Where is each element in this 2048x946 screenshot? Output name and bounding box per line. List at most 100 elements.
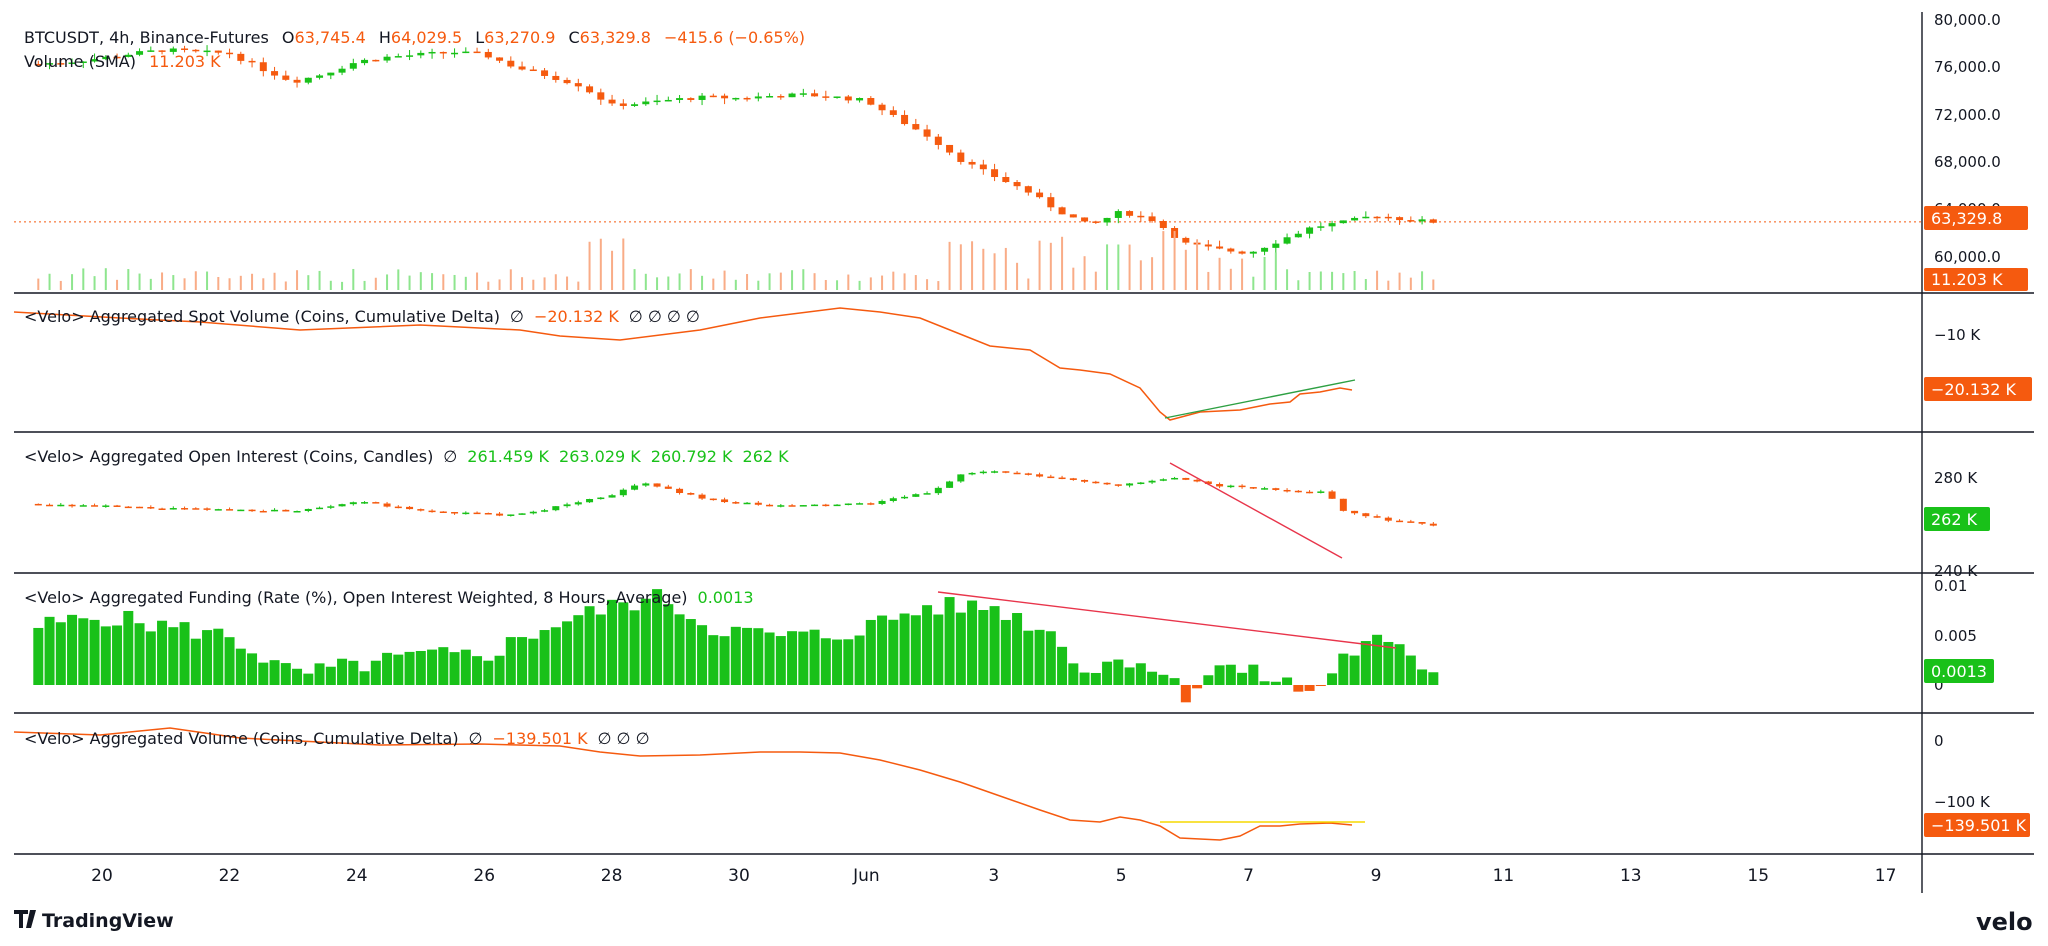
price-candle xyxy=(259,62,267,72)
spot-cvd-pane[interactable] xyxy=(13,307,1356,421)
price-candle xyxy=(754,96,762,99)
oi-candle xyxy=(282,509,290,512)
svg-text:−100 K: −100 K xyxy=(1934,793,1991,811)
volume-bar xyxy=(464,276,467,290)
funding-bar xyxy=(989,606,1000,685)
funding-bar xyxy=(820,638,831,685)
funding-bar xyxy=(505,637,516,685)
funding-bar xyxy=(539,630,550,685)
price-candle xyxy=(1317,226,1325,228)
volume-bar xyxy=(599,238,602,290)
oi-candle xyxy=(1384,517,1392,521)
open-interest-pane[interactable] xyxy=(34,462,1437,559)
funding-bar xyxy=(832,639,843,685)
oi-candle xyxy=(1351,510,1359,514)
volume-bar xyxy=(836,280,839,290)
time-tick: 13 xyxy=(1620,866,1642,886)
volume-bar xyxy=(813,273,816,290)
oi-candle xyxy=(383,503,391,507)
volume-bar xyxy=(689,269,692,290)
volume-bar xyxy=(881,275,884,290)
change-value: −415.6 (−0.65%) xyxy=(664,28,805,47)
oi-candle xyxy=(304,508,312,511)
funding-bar xyxy=(640,598,651,685)
volume-cvd-axis[interactable]: 0 −100 K −139.501 K xyxy=(1924,732,2030,837)
funding-bar xyxy=(393,654,404,685)
price-candle xyxy=(856,98,864,101)
volume-bar xyxy=(1331,271,1334,290)
oi-candle xyxy=(158,508,166,510)
funding-bar xyxy=(910,615,921,685)
funding-bar xyxy=(325,666,336,685)
price-candle xyxy=(147,50,155,52)
volume-bar xyxy=(307,275,310,290)
volume-bar xyxy=(847,274,850,290)
price-candle xyxy=(698,95,706,100)
price-candle xyxy=(1126,211,1134,216)
volume-bar xyxy=(1218,257,1221,290)
oi-candle xyxy=(1373,516,1381,518)
volume-bar xyxy=(1038,240,1041,290)
time-axis[interactable]: 20 22 24 26 28 30 Jun 3 5 7 9 11 13 15 17 xyxy=(91,866,1896,886)
price-candle xyxy=(372,59,380,62)
price-candle xyxy=(1069,214,1077,218)
oi-candle xyxy=(484,512,492,515)
funding-bar xyxy=(168,627,179,685)
oi-candle xyxy=(642,483,650,486)
oi-candle xyxy=(912,494,920,497)
time-tick: 9 xyxy=(1371,866,1382,886)
funding-pane[interactable] xyxy=(33,589,1439,703)
tradingview-logo[interactable]: TradingView xyxy=(14,910,174,932)
volume-bar xyxy=(1297,280,1300,290)
price-candle xyxy=(1013,182,1021,187)
time-tick: 22 xyxy=(219,866,241,886)
price-candle xyxy=(1047,197,1055,208)
volume-bar xyxy=(824,279,827,290)
oi-candle xyxy=(766,504,774,507)
oi-candle xyxy=(698,494,706,499)
volume-bar xyxy=(926,279,929,290)
svg-text:240 K: 240 K xyxy=(1934,562,1978,580)
spot-cvd-line xyxy=(13,307,1353,421)
volume-bar xyxy=(892,271,895,290)
oi-candle xyxy=(1317,491,1325,493)
price-candle xyxy=(1407,220,1415,222)
funding-bar xyxy=(247,653,258,685)
oi-candle xyxy=(811,504,819,507)
price-candle xyxy=(1418,219,1426,222)
price-candle xyxy=(1024,186,1032,193)
price-candle xyxy=(676,98,684,100)
volume-cvd-line xyxy=(13,727,1353,841)
oi-candle xyxy=(1092,481,1100,484)
oi-axis[interactable]: 280 K 240 K 262 K xyxy=(1924,469,1990,580)
oi-candle xyxy=(653,483,661,487)
price-candle xyxy=(316,75,324,78)
price-axis[interactable]: 80,000.0 76,000.0 72,000.0 68,000.0 64,0… xyxy=(1924,11,2028,291)
price-pane[interactable] xyxy=(14,45,1922,290)
oi-candle xyxy=(394,506,402,509)
volume-bar xyxy=(442,274,445,290)
funding-axis[interactable]: 0.01 0.005 0 0.0013 xyxy=(1924,577,1994,694)
funding-bar xyxy=(843,639,854,685)
price-candle xyxy=(1216,246,1224,249)
price-candle xyxy=(586,86,594,93)
price-candle xyxy=(811,93,819,97)
price-candle xyxy=(1148,216,1156,221)
volume-bar xyxy=(341,281,344,290)
price-candle xyxy=(507,60,515,67)
time-tick: 3 xyxy=(988,866,999,886)
funding-bar xyxy=(1237,672,1248,685)
volume-bar xyxy=(1049,242,1052,290)
oi-candle xyxy=(417,509,425,511)
volume-bar xyxy=(734,279,737,290)
funding-bar xyxy=(933,614,944,685)
oi-candle xyxy=(91,505,99,507)
funding-bar xyxy=(595,614,606,685)
funding-bar xyxy=(1315,685,1326,687)
oi-candle xyxy=(878,500,886,504)
volume-bar xyxy=(59,280,62,290)
oi-candle xyxy=(844,503,852,506)
volume-cvd-pane[interactable] xyxy=(13,727,1365,841)
spot-axis[interactable]: −10 K −20.132 K xyxy=(1924,326,2032,401)
